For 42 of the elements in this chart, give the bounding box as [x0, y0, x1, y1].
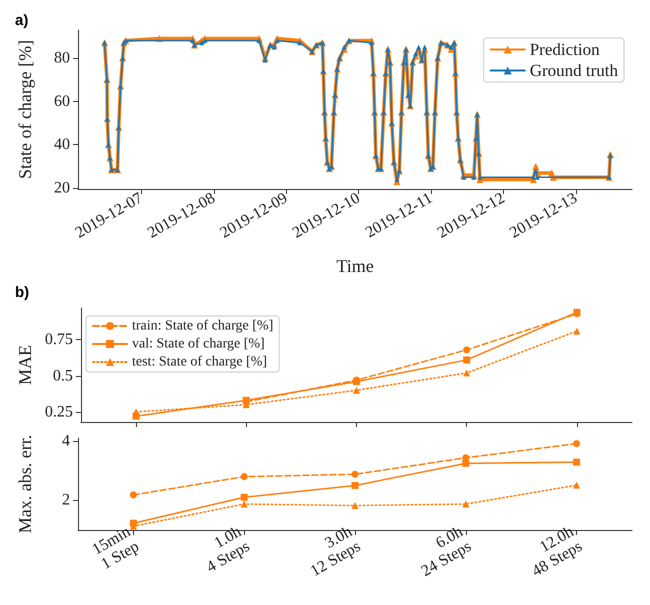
- point: [463, 346, 470, 354]
- y-axis-title: State of charge [%]: [15, 40, 35, 180]
- y-axis-title: Max. abs. err.: [15, 434, 35, 534]
- point: [240, 500, 248, 508]
- point: [352, 482, 358, 489]
- y-tick-label: 40: [54, 136, 70, 154]
- point: [462, 500, 470, 508]
- chart-title: b): [15, 284, 30, 301]
- legend-label: test: State of charge [%]: [132, 354, 268, 370]
- y-tick-label: 2: [62, 492, 70, 509]
- point: [463, 356, 470, 364]
- point: [573, 440, 580, 448]
- point: [573, 458, 580, 466]
- y-tick-label: 0.25: [44, 403, 73, 420]
- x-tick-label: 3.0h 12 Steps: [308, 523, 364, 580]
- x-tick-label: 12.0h 48 Steps: [529, 523, 586, 580]
- x-tick-label: 6.0h 24 Steps: [418, 523, 474, 580]
- chart-title: a): [15, 12, 28, 29]
- x-tick-label: 1.0h 4 Steps: [204, 523, 253, 576]
- y-tick-label: 0.75: [44, 331, 73, 348]
- point: [130, 491, 137, 498]
- legend-label: Ground truth: [530, 61, 618, 80]
- point: [240, 473, 248, 480]
- point: [352, 470, 358, 478]
- point: [240, 494, 248, 501]
- y-tick-label: 60: [54, 92, 70, 110]
- point: [463, 369, 470, 376]
- y-tick-label: 20: [54, 180, 70, 197]
- x-axis-title: Time: [336, 256, 374, 276]
- point: [352, 386, 360, 394]
- y-axis-title: MAE: [15, 344, 35, 385]
- y-tick-label: 0.5: [52, 367, 73, 384]
- legend-label: train: State of charge [%]: [132, 318, 274, 334]
- legend-label: val: State of charge [%]: [132, 336, 265, 352]
- y-tick-label: 80: [54, 49, 70, 66]
- point: [573, 328, 580, 335]
- point: [573, 482, 580, 489]
- legend-label: Prediction: [530, 40, 600, 59]
- point: [352, 502, 358, 510]
- y-tick-label: 4: [62, 432, 70, 450]
- x-tick-label: 15min 1 Step: [90, 523, 142, 573]
- point: [462, 460, 470, 467]
